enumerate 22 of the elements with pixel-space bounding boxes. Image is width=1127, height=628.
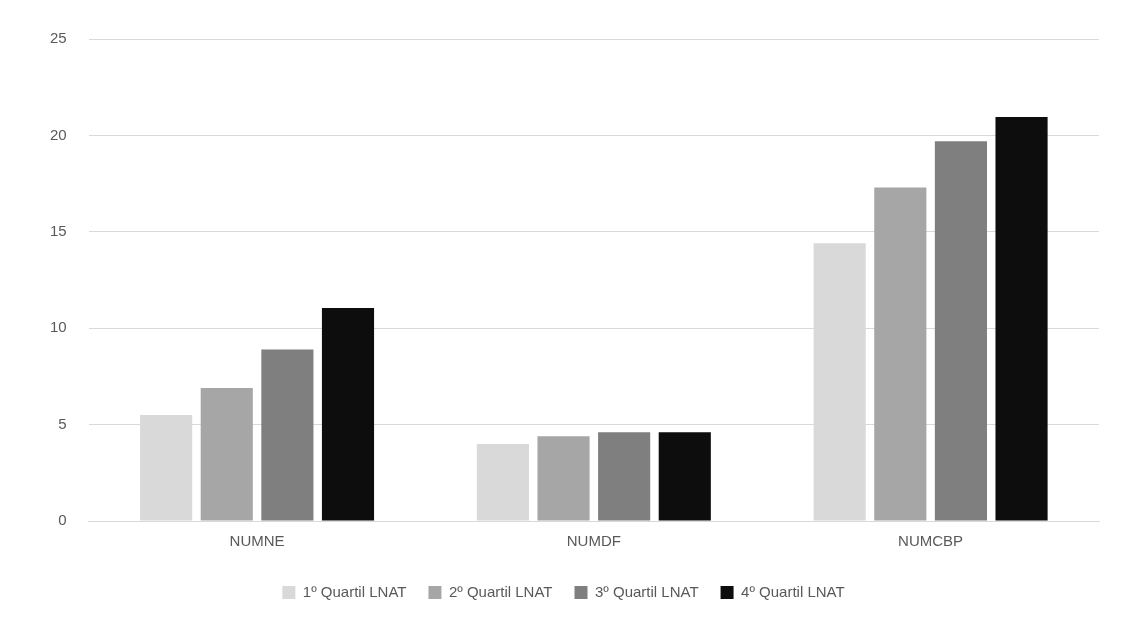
y-tick-label: 15 <box>50 221 67 239</box>
bar <box>658 432 711 521</box>
y-tick-label: 0 <box>58 511 67 529</box>
x-tick-label: NUMNE <box>229 532 285 550</box>
bar <box>321 307 375 521</box>
bar <box>874 187 927 521</box>
legend-label: 2º Quartil LNAT <box>448 582 553 600</box>
y-tick-label: 20 <box>50 125 67 143</box>
bar <box>934 141 987 521</box>
y-tick-label: 10 <box>50 318 67 336</box>
bar <box>995 117 1048 521</box>
bar <box>261 349 314 521</box>
x-tick-label: NUMDF <box>566 532 621 550</box>
legend-label: 3º Quartil LNAT <box>595 582 699 600</box>
y-tick-label: 5 <box>58 414 67 432</box>
bar <box>598 432 651 521</box>
legend-label: 1º Quartil LNAT <box>302 582 407 600</box>
bar <box>200 387 253 521</box>
bar <box>537 436 590 521</box>
y-tick-label: 25 <box>50 29 67 47</box>
legend-label: 4º Quartil LNAT <box>741 582 845 600</box>
x-tick-label: NUMCBP <box>898 532 964 550</box>
